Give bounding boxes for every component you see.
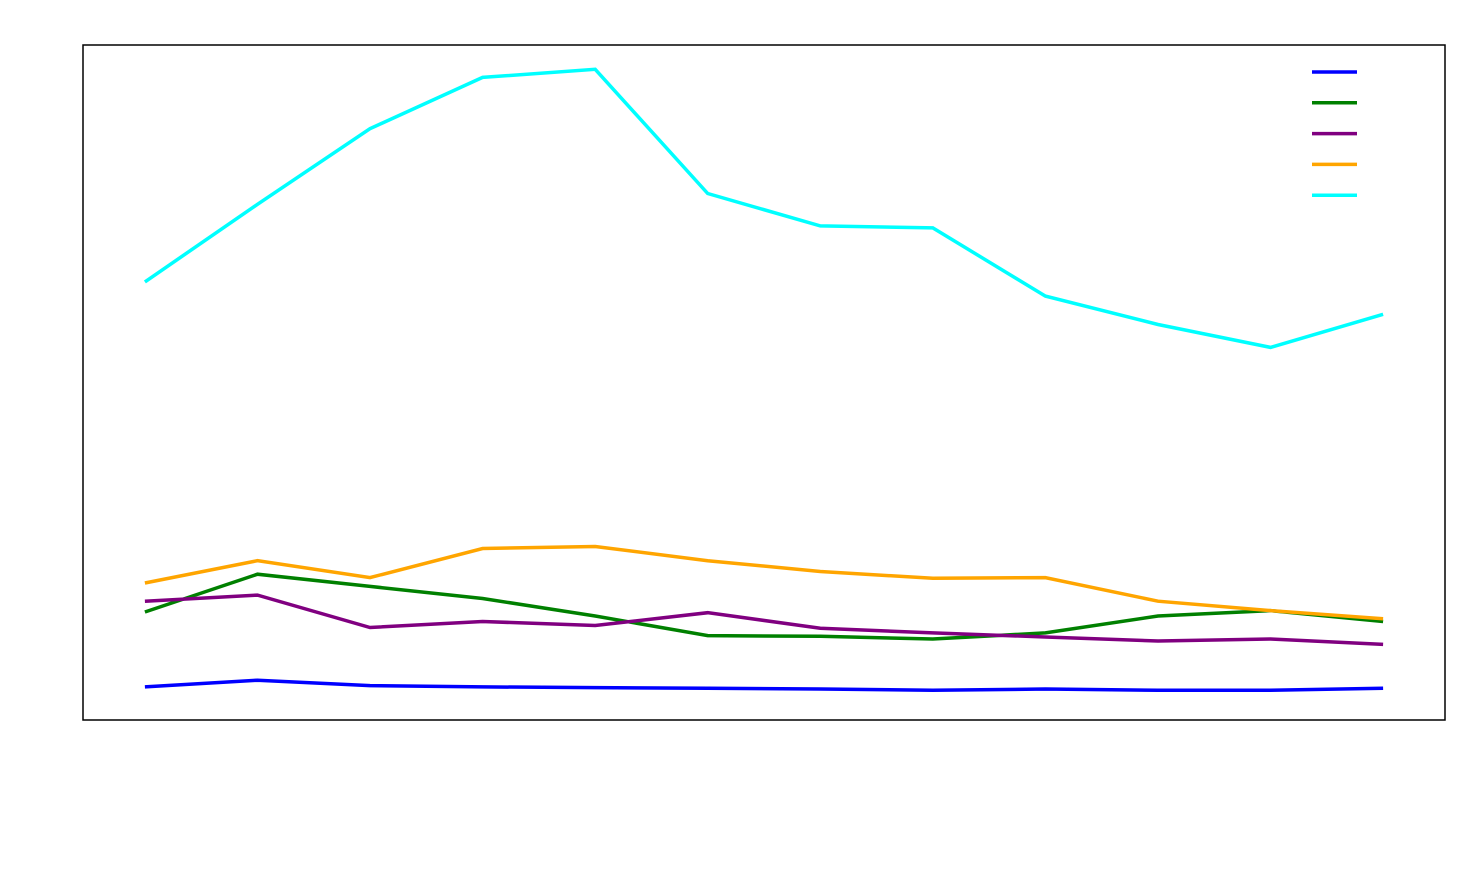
series-line-3 <box>144 593 1384 647</box>
series-line-5 <box>143 67 1384 350</box>
series-line-1 <box>144 678 1384 693</box>
plot-area-frame <box>82 44 1446 721</box>
series-line-4 <box>144 544 1384 621</box>
series-line-2 <box>144 572 1384 641</box>
legend <box>1312 70 1357 197</box>
series-layer <box>143 67 1384 693</box>
